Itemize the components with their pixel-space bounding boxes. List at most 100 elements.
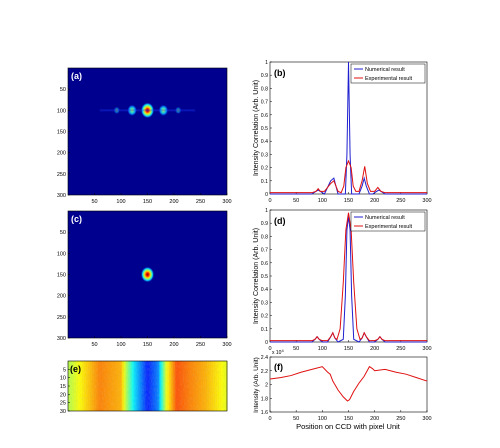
panel-a-ytick-label-5: 300 (57, 193, 66, 199)
panel-c-xtick-label-5: 300 (222, 342, 231, 348)
panel-b-legend-box (350, 63, 426, 84)
panel-a-ytick-label-0: 50 (60, 87, 66, 93)
panel-b-xtick-label-2: 100 (318, 198, 327, 204)
panel-b-xtick-label-4: 200 (370, 198, 379, 204)
panel-d-ytick-label-5: 0.5 (261, 274, 268, 280)
panel-c-ytick-label-2: 150 (57, 273, 66, 279)
panel-a-xtick-label-5: 300 (222, 199, 231, 205)
panel-d-xtick-label-2: 100 (318, 346, 327, 352)
panel-a: (a) 50 100 150 200 250 300 50 100 150 200 250 300 (57, 67, 232, 205)
panel-c: (c) 50 100 150 200 250 300 50 100 150 200 250 300 (57, 210, 232, 348)
panel-a-x-ticks: 50 100 150 200 250 300 (91, 193, 232, 205)
panel-d-ytick-label-0: 0 (265, 340, 268, 346)
panel-a-y-ticks: 50 100 150 200 250 300 (57, 87, 70, 199)
panel-d-label: (d) (274, 216, 286, 226)
panel-d-ytick-label-4: 0.4 (261, 287, 268, 293)
panel-c-ytick-label-3: 200 (57, 294, 66, 300)
panel-b-series-line-0 (270, 61, 427, 195)
panel-d-xtick-label-3: 150 (344, 346, 353, 352)
panel-c-spots (140, 266, 155, 283)
panel-d-ytick-label-9: 0.9 (261, 221, 268, 227)
panel-d-series-line-0 (270, 216, 427, 343)
panel-d-legend-numerical: Numerical result (365, 215, 405, 221)
panel-c-xtick-label-2: 150 (143, 342, 152, 348)
panel-c-ytick-label-1: 100 (57, 251, 66, 257)
panel-d-legend-experimental: Experimental result (365, 224, 413, 230)
panel-a-ytick-label-3: 200 (57, 151, 66, 157)
panel-e-y-ticks: 5 10 15 20 25 30 (60, 367, 70, 415)
panel-f-ytick-label-4: 2.4 (261, 355, 268, 361)
panel-f-x-ticks: 0 50 100 150 200 250 300 (268, 410, 432, 422)
panel-a-ytick-label-4: 250 (57, 172, 66, 178)
panel-b-y-ticks: 0 0.1 0.2 0.3 0.4 0.5 0.6 0.7 0.8 0.9 1 (261, 60, 272, 198)
panel-d-xtick-label-5: 250 (396, 346, 405, 352)
panel-b-xtick-label-0: 0 (268, 198, 271, 204)
panel-b-ytick-label-9: 0.9 (261, 73, 268, 79)
panel-d-series-line-1 (270, 212, 427, 342)
panel-f-ylabel: Intensity (Arb. Unit) (253, 357, 260, 413)
panel-c-xtick-label-0: 50 (91, 342, 97, 348)
panel-e-ytick-label-1: 10 (60, 376, 66, 382)
panel-a-xtick-label-4: 250 (196, 199, 205, 205)
panel-e-ytick-label-2: 15 (60, 384, 66, 390)
panel-e-noise (68, 361, 227, 411)
panel-d: 0 0.1 0.2 0.3 0.4 0.5 0.6 0.7 0.8 0.9 1 0 50 100 150 2… (253, 208, 432, 352)
panel-f-axes (269, 356, 428, 413)
panel-f-xtick-label-4: 200 (370, 416, 379, 422)
panel-a-spot-3 (113, 106, 120, 115)
panel-d-xtick-label-6: 300 (422, 346, 431, 352)
panel-e-ytick-label-4: 25 (60, 401, 66, 407)
panel-c-x-ticks: 50 100 150 200 250 300 (91, 336, 232, 348)
panel-f-y-ticks: 1.6 1.8 2 2.2 2.4 (261, 355, 272, 416)
panel-d-ytick-label-3: 0.3 (261, 300, 268, 306)
panel-f-xtick-label-3: 150 (344, 416, 353, 422)
panel-b-ytick-label-3: 0.3 (261, 152, 268, 158)
panel-f-exponent: x 104 (272, 348, 284, 356)
panel-d-legend-box (350, 211, 426, 232)
panel-d-ytick-label-6: 0.6 (261, 261, 268, 267)
panel-f-series (269, 365, 428, 402)
panel-b-ytick-label-5: 0.5 (261, 126, 268, 132)
panel-f: 1.6 1.8 2 2.2 2.4 0 50 100 150 200 250 300 (f) x 1… (253, 348, 432, 431)
panel-b-series (270, 61, 427, 195)
panel-f-xtick-label-0: 0 (268, 416, 271, 422)
panel-b-series-line-1 (270, 159, 427, 194)
panel-d-ytick-label-10: 1 (265, 208, 268, 214)
panel-f-ytick-label-3: 2.2 (261, 369, 268, 375)
panel-d-ytick-label-7: 0.7 (261, 248, 268, 254)
panel-a-ytick-label-2: 150 (57, 130, 66, 136)
panel-c-ytick-label-4: 250 (57, 315, 66, 321)
panel-d-ytick-label-1: 0.1 (261, 327, 268, 333)
panel-b-ytick-label-0: 0 (265, 192, 268, 198)
panel-e-ytick-label-0: 5 (63, 367, 66, 373)
panel-b-xtick-label-5: 250 (396, 198, 405, 204)
panel-d-legend: Numerical result Experimental result (350, 211, 426, 232)
panel-d-xtick-label-4: 200 (370, 346, 379, 352)
panel-f-series-line-0 (269, 365, 428, 402)
panel-a-spot-2 (158, 104, 169, 117)
panel-f-xtick-label-1: 50 (293, 416, 299, 422)
panel-b-label: (b) (274, 68, 286, 78)
panel-f-xtick-label-2: 100 (318, 416, 327, 422)
panel-b-legend-experimental: Experimental result (365, 76, 413, 82)
panel-d-xtick-label-1: 50 (293, 346, 299, 352)
panel-d-ylabel: Intensity Correlation (Arb. Unit) (253, 228, 260, 324)
panel-b-ytick-label-7: 0.7 (261, 100, 268, 106)
panel-b-ylabel: Intensity Correlation (Arb. Unit) (253, 80, 260, 176)
panel-f-label: (f) (274, 362, 283, 372)
panel-c-xtick-label-4: 250 (196, 342, 205, 348)
panel-c-ytick-label-5: 300 (57, 336, 66, 342)
panel-d-ytick-label-2: 0.2 (261, 314, 268, 320)
panel-d-y-ticks: 0 0.1 0.2 0.3 0.4 0.5 0.6 0.7 0.8 0.9 1 (261, 208, 272, 346)
panel-b-ytick-label-4: 0.4 (261, 139, 268, 145)
panel-b-legend-numerical: Numerical result (365, 67, 405, 73)
panel-d-series (270, 212, 427, 343)
panel-d-axes (269, 209, 428, 343)
panel-b-ytick-label-6: 0.6 (261, 113, 268, 119)
panel-a-spot-0 (140, 102, 155, 119)
panel-a-spots (99, 102, 196, 119)
panel-d-xtick-label-0: 0 (268, 346, 271, 352)
panel-a-xtick-label-3: 200 (169, 199, 178, 205)
panel-a-xtick-label-1: 100 (116, 199, 125, 205)
